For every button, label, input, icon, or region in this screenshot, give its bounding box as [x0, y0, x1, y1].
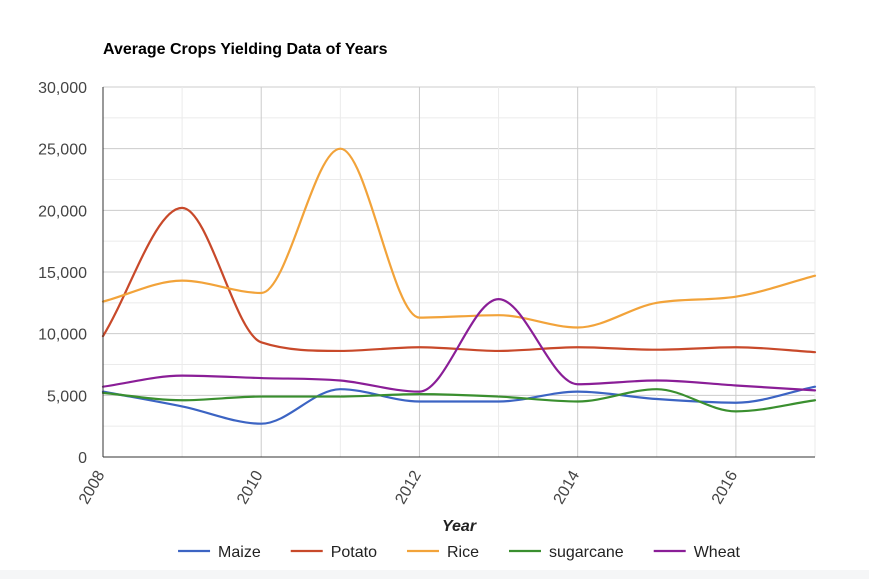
legend-label: Wheat: [694, 544, 741, 561]
legend-item-sugarcane[interactable]: sugarcane: [508, 544, 624, 561]
y-tick-label: 15,000: [38, 265, 87, 282]
x-axis-title: Year: [442, 518, 477, 535]
legend-label: sugarcane: [549, 544, 624, 561]
y-tick-label: 25,000: [38, 142, 87, 159]
y-tick-label: 20,000: [38, 203, 87, 220]
legend-label: Maize: [218, 544, 261, 561]
series-line-sugarcane: [101, 388, 817, 413]
x-tick-label: 2008: [76, 468, 109, 507]
series-lines: [101, 147, 817, 425]
y-tick-label: 10,000: [38, 327, 87, 344]
y-tick-label: 0: [78, 450, 87, 467]
x-tick-label: 2010: [234, 468, 267, 507]
legend-label: Potato: [331, 544, 377, 561]
series-line-wheat: [101, 298, 817, 393]
x-tick-label: 2012: [392, 468, 425, 507]
legend-label: Rice: [447, 544, 479, 561]
bottom-strip: [0, 570, 869, 579]
legend-item-wheat[interactable]: Wheat: [653, 544, 741, 561]
series-line-rice: [101, 147, 817, 329]
legend-item-potato[interactable]: Potato: [290, 544, 377, 561]
axes: 0 5,000 10,000 15,000 20,000 25,000 30,000 2008…: [38, 80, 815, 507]
series-line-potato: [101, 206, 817, 354]
legend: Maize Potato Rice sugarcane Wheat: [178, 544, 741, 561]
y-tick-label: 30,000: [38, 80, 87, 97]
x-tick-label: 2014: [551, 468, 584, 507]
x-tick-label: 2016: [709, 468, 742, 507]
legend-item-maize[interactable]: Maize: [178, 544, 261, 561]
legend-item-rice[interactable]: Rice: [406, 544, 479, 561]
chart-title: Average Crops Yielding Data of Years: [103, 41, 388, 58]
y-tick-label: 5,000: [47, 388, 87, 405]
